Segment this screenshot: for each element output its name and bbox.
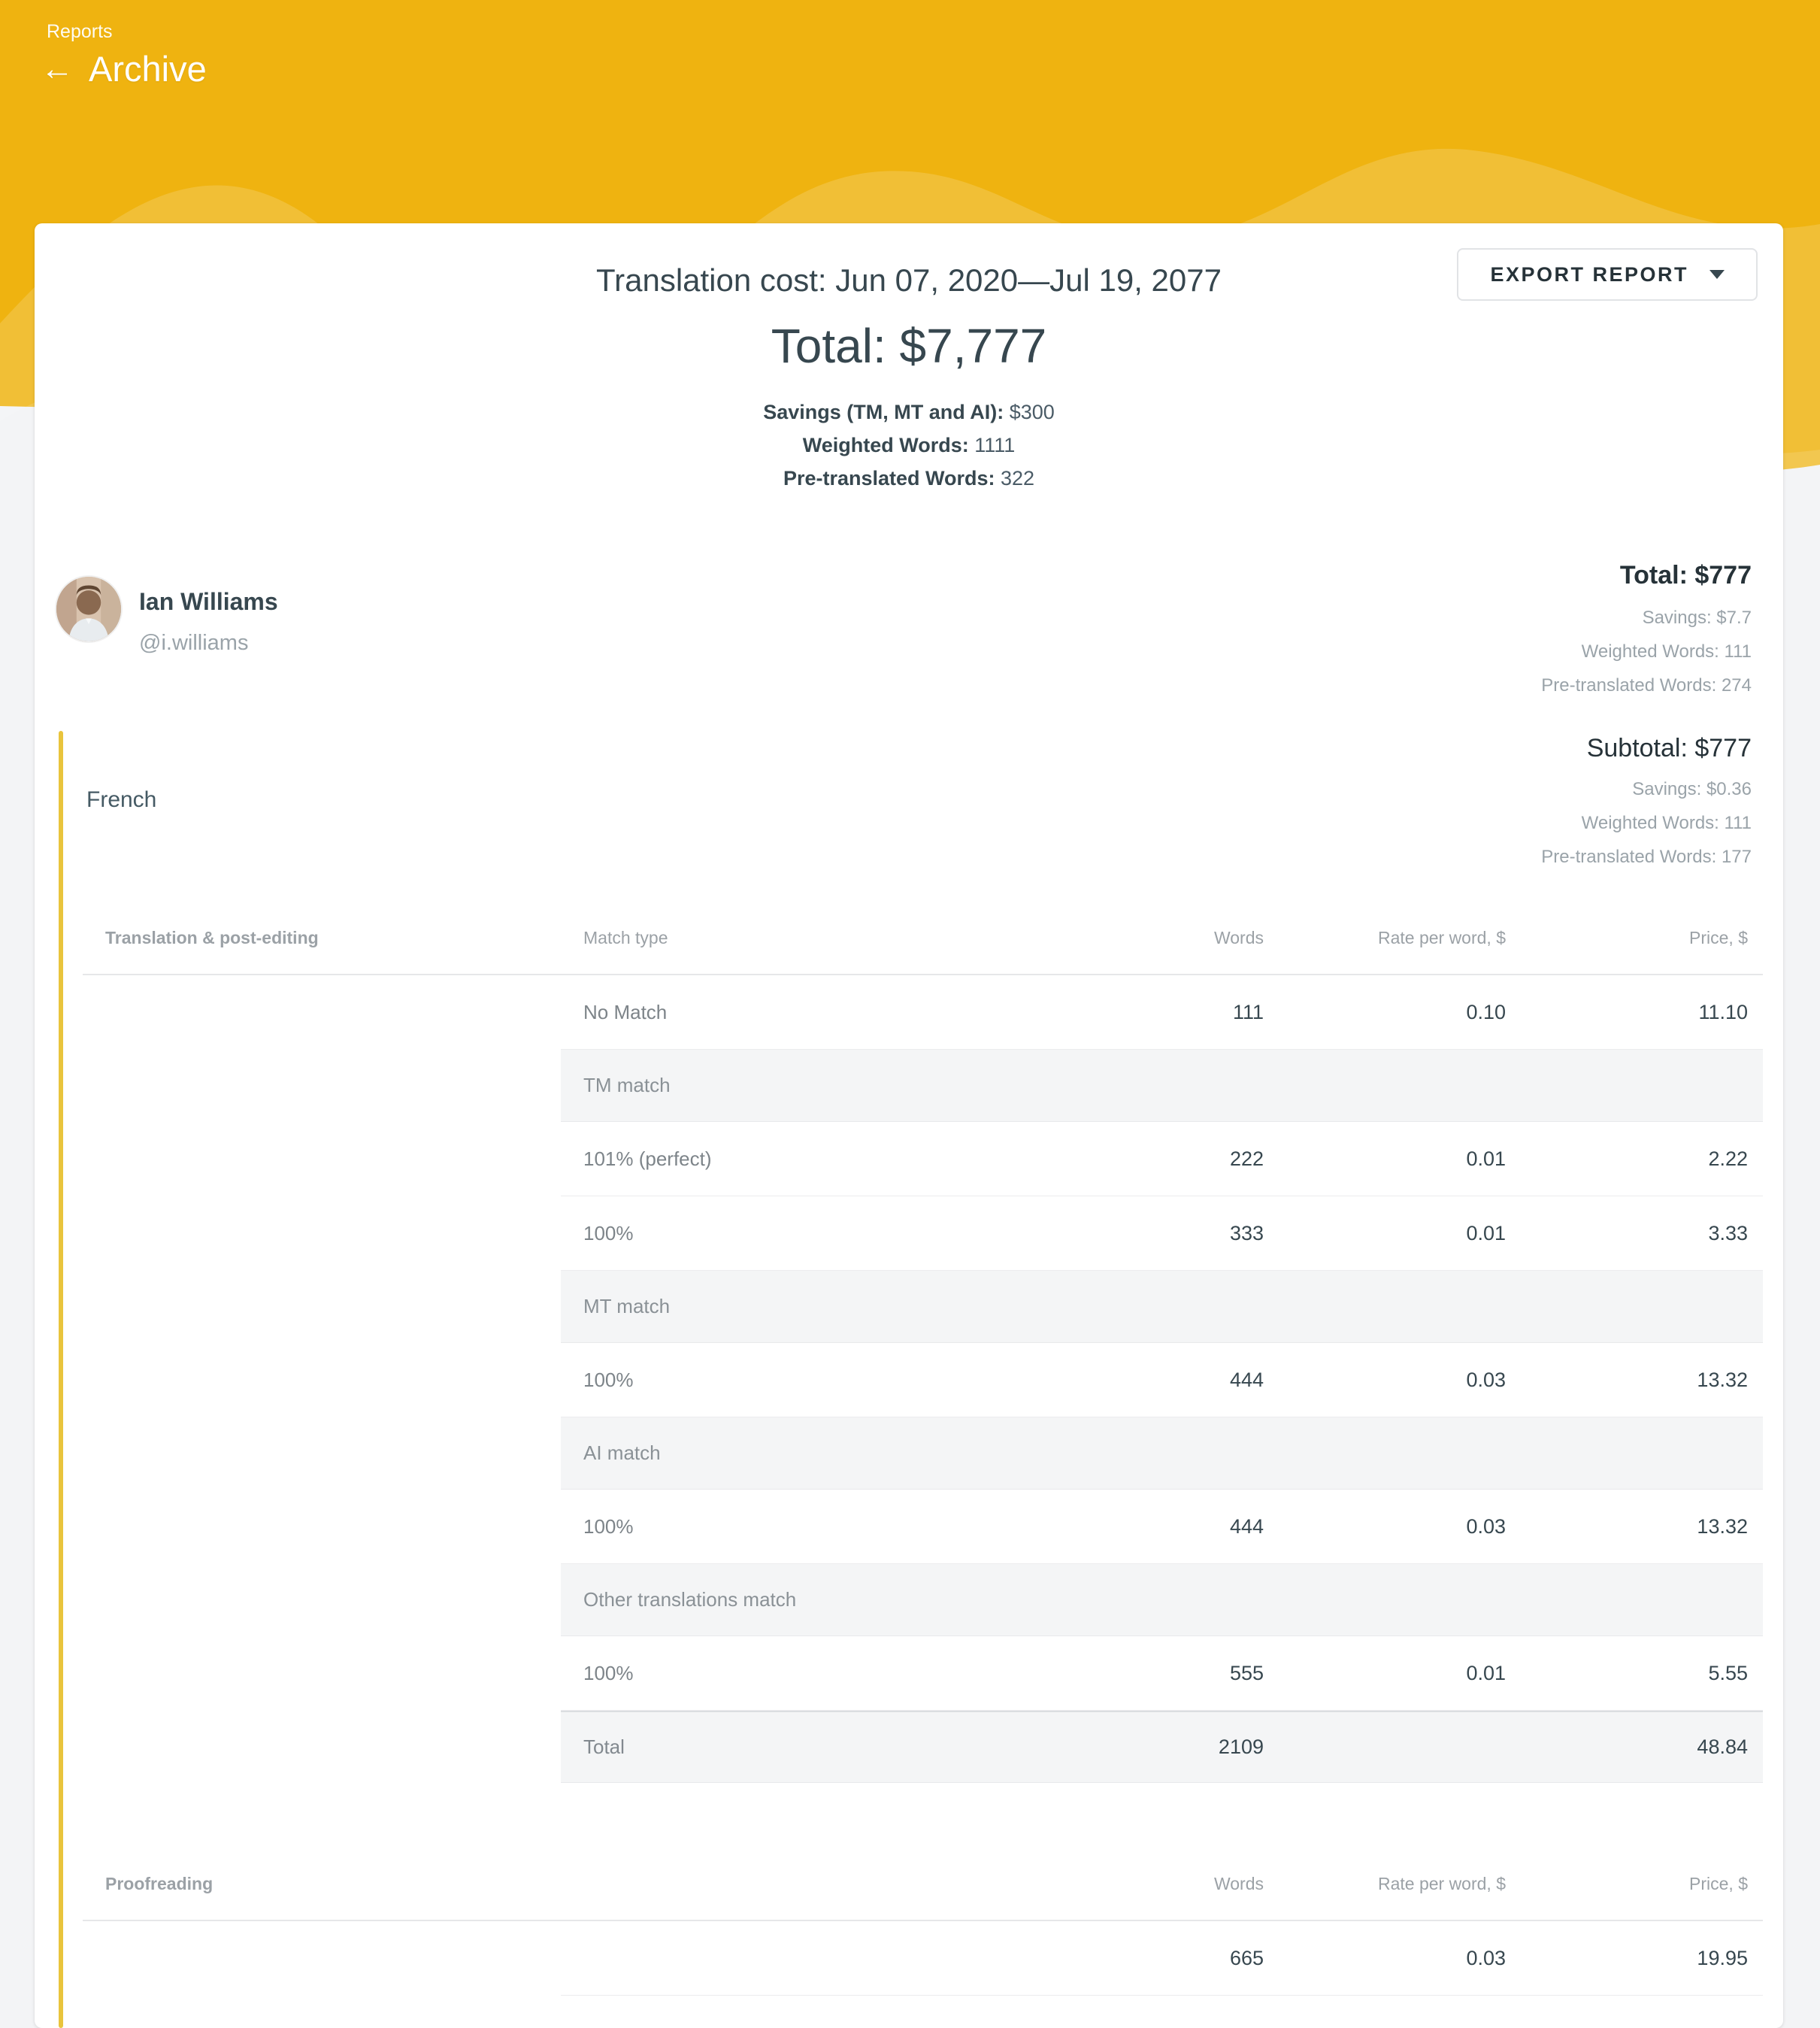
report-title: Translation cost: Jun 07, 2020—Jul 19, 2… (596, 262, 1222, 298)
translation-table: Translation & post-editing Match type Wo… (83, 902, 1763, 1783)
stat-savings: Savings (TM, MT and AI): $300 (763, 401, 1055, 423)
avatar-photo (56, 577, 121, 641)
group-row: MT match (561, 1271, 1763, 1343)
subtotal-pretranslated-words: Pre-translated Words: 177 (1541, 847, 1752, 867)
user-totals: Total: $777 Savings: $7.7 Weighted Words… (1541, 557, 1752, 702)
table-row: No Match 111 0.10 11.10 (561, 975, 1763, 1050)
export-report-button[interactable]: EXPORT REPORT (1457, 248, 1758, 301)
subtotal-savings: Savings: $0.36 (1632, 779, 1752, 799)
export-report-label: EXPORT REPORT (1490, 262, 1688, 286)
user-weighted-words: Weighted Words: 111 (1581, 641, 1752, 662)
proofreading-table-body: 665 0.03 19.95 (561, 1921, 1763, 1996)
subtotal-weighted-words: Weighted Words: 111 (1581, 813, 1752, 833)
col-price: Price, $ (1689, 1874, 1748, 1893)
col-price: Price, $ (1689, 928, 1748, 947)
table-row: 101% (perfect) 222 0.01 2.22 (561, 1122, 1763, 1196)
table-row: 100% 444 0.03 13.32 (561, 1343, 1763, 1417)
page-title-row: ← Archive (41, 48, 207, 89)
stat-pretranslated-words: Pre-translated Words: 322 (783, 467, 1035, 490)
report-total: Total: $7,777 (771, 319, 1047, 373)
language-subtotal: Subtotal: $777 Savings: $0.36 Weighted W… (1541, 730, 1752, 874)
section-title: Proofreading (105, 1874, 213, 1893)
report-stats: Savings (TM, MT and AI): $300 Weighted W… (35, 396, 1783, 495)
user-total: Total: $777 (1619, 561, 1752, 590)
back-arrow-icon[interactable]: ← (41, 50, 74, 87)
user-handle: @i.williams (139, 631, 249, 655)
dropdown-caret-icon (1709, 270, 1725, 279)
report-summary: Translation cost: Jun 07, 2020—Jul 19, 2… (35, 262, 1783, 495)
user-pretranslated-words: Pre-translated Words: 274 (1541, 675, 1752, 696)
col-words: Words (1213, 928, 1264, 947)
breadcrumb[interactable]: Reports (47, 21, 113, 42)
table-row: 100% 555 0.01 5.55 (561, 1636, 1763, 1711)
col-words: Words (1213, 1874, 1264, 1893)
proofreading-table-header: Proofreading Words Rate per word, $ Pric… (83, 1848, 1763, 1921)
table-row: 665 0.03 19.95 (561, 1921, 1763, 1996)
group-row: Other translations match (561, 1564, 1763, 1636)
avatar (55, 575, 123, 643)
table-row: 100% 333 0.01 3.33 (561, 1196, 1763, 1271)
translation-table-header: Translation & post-editing Match type Wo… (83, 902, 1763, 975)
report-card: EXPORT REPORT Translation cost: Jun 07, … (35, 223, 1783, 2028)
language-accent-bar (59, 731, 63, 2028)
language-label: French (86, 787, 157, 812)
proofreading-table: Proofreading Words Rate per word, $ Pric… (83, 1848, 1763, 1996)
subtotal-amount: Subtotal: $777 (1586, 734, 1752, 762)
stat-weighted-words: Weighted Words: 1111 (802, 434, 1016, 456)
user-savings: Savings: $7.7 (1642, 608, 1752, 628)
col-rate: Rate per word, $ (1377, 1874, 1506, 1893)
table-row: 100% 444 0.03 13.32 (561, 1490, 1763, 1564)
translation-table-body: No Match 111 0.10 11.10 TM match 101% (p… (561, 975, 1763, 1783)
col-match-type: Match type (583, 928, 668, 947)
group-row: AI match (561, 1417, 1763, 1490)
total-row: Total 2109 48.84 (561, 1711, 1763, 1783)
section-title: Translation & post-editing (105, 928, 319, 947)
group-row: TM match (561, 1050, 1763, 1122)
col-rate: Rate per word, $ (1377, 928, 1506, 947)
user-name: Ian Williams (139, 588, 278, 615)
page-title: Archive (89, 49, 207, 89)
